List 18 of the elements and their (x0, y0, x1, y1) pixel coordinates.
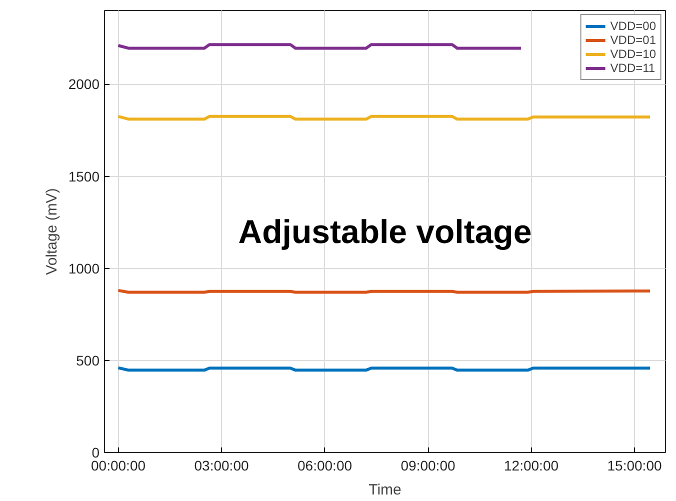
y-tick-label: 1500 (68, 168, 100, 184)
x-tick-label: 15:00:00 (607, 458, 662, 474)
x-tick-label: 06:00:00 (298, 458, 352, 474)
legend-label: VDD=10 (610, 47, 656, 61)
legend-label: VDD=11 (610, 61, 656, 75)
y-axis-title: Voltage (mV) (43, 188, 60, 275)
x-tick-label: 03:00:00 (194, 458, 249, 474)
x-tick-label: 09:00:00 (400, 458, 456, 474)
y-tick-label: 1000 (68, 260, 100, 276)
legend-label: VDD=01 (610, 33, 656, 47)
y-tick-label: 2000 (68, 76, 100, 92)
x-axis-title: Time (368, 482, 402, 498)
x-tick-label: 00:00:00 (91, 458, 146, 474)
annotation: Adjustable voltage (238, 213, 532, 250)
y-tick-label: 500 (76, 352, 100, 368)
x-tick-label: 12:00:00 (504, 458, 559, 474)
y-tick-label: 0 (92, 444, 100, 460)
legend-label: VDD=00 (610, 19, 656, 33)
